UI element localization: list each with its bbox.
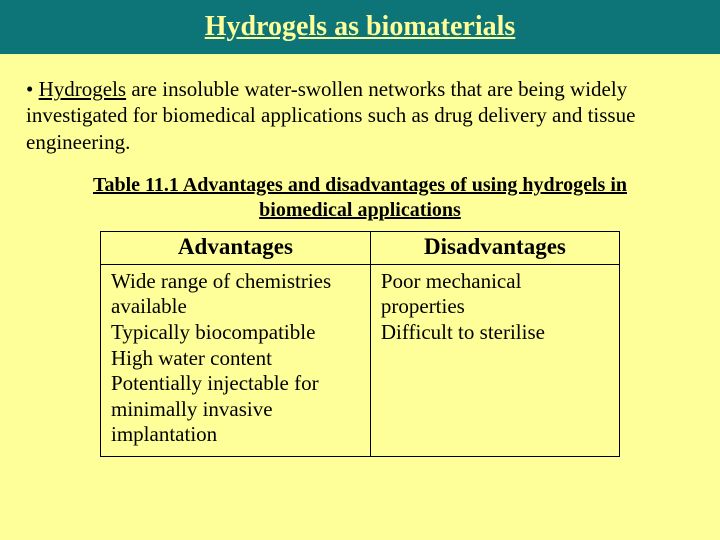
title-bar: Hydrogels as biomaterials: [0, 0, 720, 54]
cell-disadvantages: Poor mechanical propertiesDifficult to s…: [370, 264, 619, 456]
caption-line-1: Table 11.1 Advantages and disadvantages …: [93, 174, 627, 196]
table-header-row: Advantages Disadvantages: [101, 231, 620, 264]
slide-title: Hydrogels as biomaterials: [205, 11, 516, 43]
bullet-paragraph: • Hydrogels are insoluble water-swollen …: [26, 76, 694, 155]
slide-body: • Hydrogels are insoluble water-swollen …: [0, 54, 720, 457]
table-row: Wide range of chemistries availableTypic…: [101, 264, 620, 456]
col-header-disadvantages: Disadvantages: [370, 231, 619, 264]
bullet-lead: Hydrogels: [39, 77, 127, 101]
caption-line-2: biomedical applications: [259, 199, 461, 221]
col-header-advantages: Advantages: [101, 231, 371, 264]
advantages-table: Advantages Disadvantages Wide range of c…: [100, 231, 620, 457]
cell-advantages: Wide range of chemistries availableTypic…: [101, 264, 371, 456]
table-caption: Table 11.1 Advantages and disadvantages …: [26, 173, 694, 223]
